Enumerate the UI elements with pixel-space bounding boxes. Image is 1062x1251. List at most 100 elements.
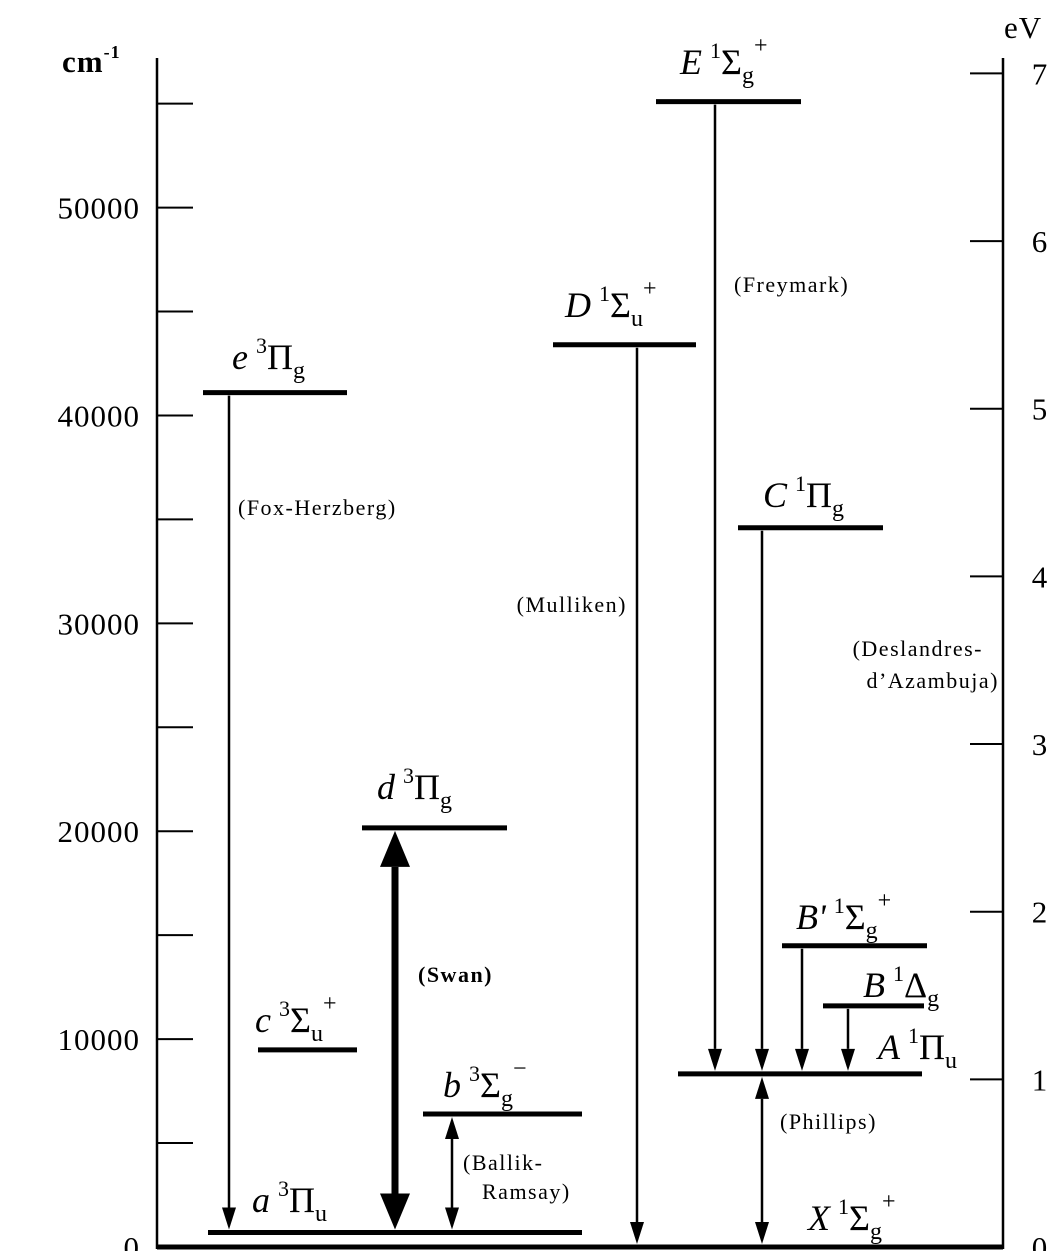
- transition-arrow: [222, 395, 236, 1230]
- level-label: A 1Πu: [876, 1023, 957, 1074]
- y2-tick-label: 7: [1032, 56, 1049, 91]
- level-name: B: [863, 965, 885, 1005]
- y2-tick-label: 1: [1032, 1062, 1049, 1097]
- arrow-head: [380, 830, 410, 867]
- y-tick-label: 40000: [58, 398, 141, 433]
- level-label: b 3Σg−: [443, 1056, 527, 1112]
- term-symbol: Σ: [610, 285, 631, 325]
- y-tick-label: 0: [124, 1230, 141, 1251]
- level-name: A: [876, 1027, 901, 1067]
- arrow-head: [708, 1048, 722, 1071]
- transition-label: (Ballik-: [463, 1150, 543, 1175]
- arrow-head: [380, 1193, 410, 1230]
- term-subscript: g: [870, 1219, 882, 1245]
- transition-label: (Freymark): [734, 272, 849, 297]
- term-symbol: Π: [919, 1027, 945, 1067]
- transition-label: (Fox-Herzberg): [238, 495, 397, 520]
- term-subscript: g: [866, 918, 878, 944]
- term-subscript: g: [742, 63, 754, 89]
- transition-arrow: [445, 1116, 459, 1230]
- level-label: e 3Πg: [232, 333, 305, 384]
- term-superscript: +: [754, 33, 768, 59]
- transition-arrow: [795, 948, 809, 1071]
- y2-tick-label: 3: [1032, 727, 1049, 762]
- level-label: E 1Σg+: [679, 33, 768, 89]
- level-name: b: [443, 1065, 461, 1105]
- arrow-head: [841, 1048, 855, 1071]
- level-label: a 3Πu: [252, 1176, 327, 1227]
- transition-arrow: [755, 1076, 769, 1244]
- level-label: X 1Σg+: [806, 1189, 896, 1245]
- transition-label: (Deslandres-: [853, 636, 983, 661]
- arrow-head: [795, 1048, 809, 1071]
- transition-label: (Mulliken): [517, 592, 627, 617]
- level-label: B 1Δg: [863, 961, 939, 1012]
- term-subscript: g: [293, 358, 305, 384]
- multiplicity: 1: [908, 1023, 919, 1048]
- term-superscript: +: [882, 1189, 896, 1215]
- level-label: D 1Σu+: [564, 276, 657, 332]
- term-symbol: Π: [267, 337, 293, 377]
- term-symbol: Σ: [849, 1198, 870, 1238]
- arrow-head: [222, 1207, 236, 1230]
- y2-tick-label: 0: [1032, 1230, 1049, 1251]
- level-name: d: [377, 767, 396, 807]
- arrow-head: [755, 1048, 769, 1071]
- term-superscript: +: [643, 276, 657, 302]
- multiplicity: 1: [893, 961, 904, 986]
- transition-label: Ramsay): [482, 1179, 571, 1204]
- term-superscript: +: [323, 991, 337, 1017]
- level-name: E: [679, 42, 702, 82]
- y-tick-label: 50000: [58, 191, 141, 226]
- y2-axis-label: eV: [1004, 10, 1042, 45]
- level-label: B' 1Σg+: [796, 888, 891, 944]
- multiplicity: 1: [838, 1194, 849, 1219]
- unit-exponent: -1: [104, 42, 121, 62]
- level-name: a: [252, 1180, 270, 1220]
- transition-label: (Swan): [418, 962, 493, 987]
- term-subscript: g: [927, 986, 939, 1012]
- y-tick-label: 20000: [58, 814, 141, 849]
- arrow-head: [445, 1207, 459, 1230]
- multiplicity: 3: [278, 1176, 289, 1201]
- level-label: c 3Σu+: [255, 991, 336, 1047]
- multiplicity: 3: [403, 763, 414, 788]
- term-superscript: −: [513, 1056, 527, 1082]
- term-symbol: Σ: [290, 1000, 311, 1040]
- multiplicity: 1: [795, 471, 806, 496]
- term-symbol: Δ: [904, 965, 927, 1005]
- term-superscript: +: [878, 888, 892, 914]
- unit: cm: [62, 44, 104, 79]
- term-subscript: u: [945, 1048, 957, 1074]
- level-name: e: [232, 337, 248, 377]
- transition-label: d’Azambuja): [866, 668, 999, 693]
- y-tick-label: 10000: [58, 1022, 141, 1057]
- multiplicity: 3: [469, 1061, 480, 1086]
- y2-tick-label: 6: [1032, 224, 1049, 259]
- level-name: c: [255, 1000, 271, 1040]
- multiplicity: 1: [599, 281, 610, 306]
- term-symbol: Σ: [721, 42, 742, 82]
- level-label: C 1Πg: [763, 471, 844, 522]
- transition-arrow: [708, 104, 722, 1071]
- term-subscript: g: [832, 496, 844, 522]
- term-symbol: Σ: [480, 1065, 501, 1105]
- multiplicity: 1: [710, 38, 721, 63]
- term-symbol: Π: [806, 475, 832, 515]
- arrow-head: [445, 1116, 459, 1139]
- y-tick-label: 30000: [58, 606, 141, 641]
- transition-arrow: [630, 347, 644, 1244]
- level-name: B': [796, 897, 827, 937]
- y2-tick-label: 5: [1032, 392, 1049, 427]
- y2-tick-label: 4: [1032, 559, 1049, 594]
- level-name: C: [763, 475, 788, 515]
- arrow-head: [630, 1222, 644, 1244]
- level-name: X: [806, 1198, 832, 1238]
- multiplicity: 3: [256, 333, 267, 358]
- transition-arrow: [755, 530, 769, 1071]
- term-symbol: Σ: [845, 897, 866, 937]
- y-axis-label: cm-1: [62, 42, 121, 79]
- term-subscript: g: [501, 1086, 513, 1112]
- level-name: D: [564, 285, 591, 325]
